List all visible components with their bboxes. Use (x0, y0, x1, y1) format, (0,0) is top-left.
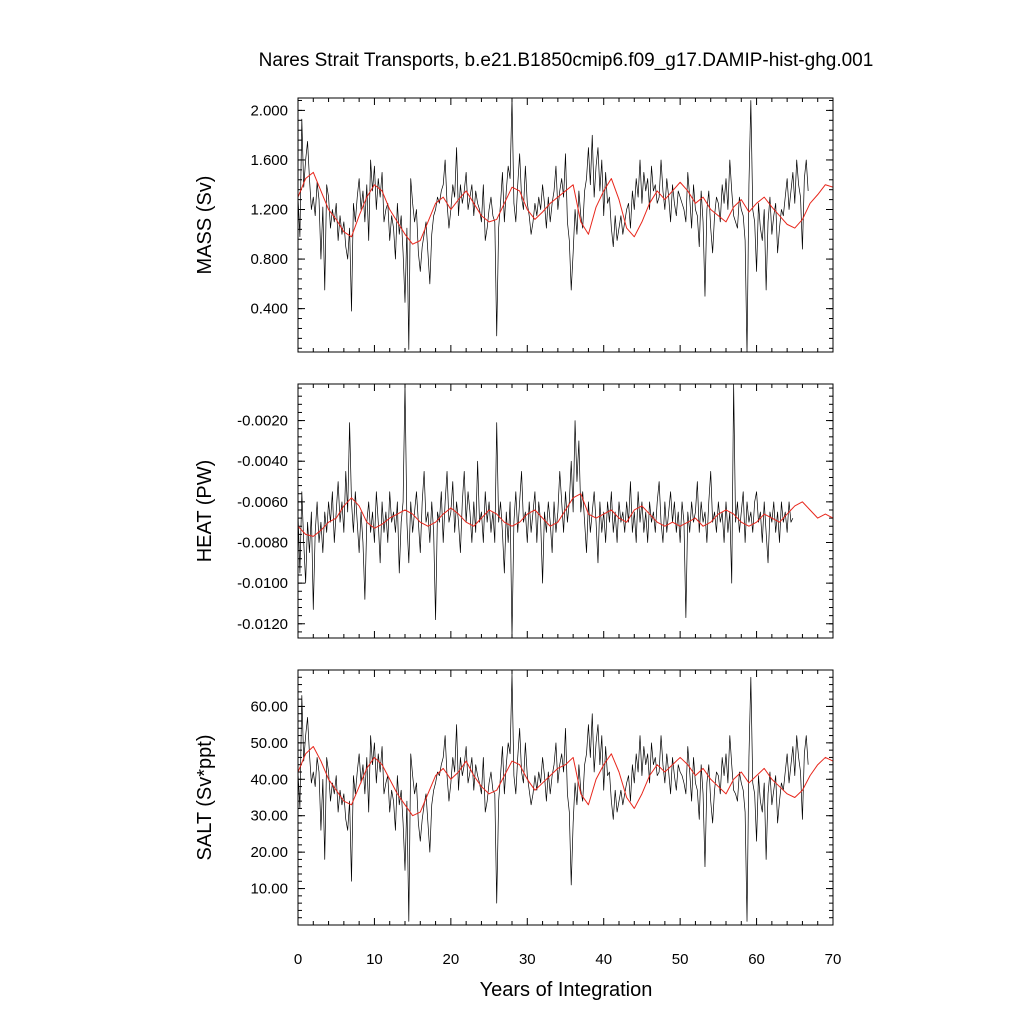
panel-heat: -0.0120 -0.0100 -0.0080 -0.0060 -0.0040 -0.00… (194, 383, 834, 639)
y-tick-label: 0.400 (250, 301, 288, 318)
y-tick-label: 10.00 (250, 881, 288, 898)
y-tick-label: -0.0100 (237, 575, 288, 592)
y-tick-label: 20.00 (250, 844, 288, 861)
x-tick-label: 0 (294, 951, 302, 968)
y-tick-label: 40.00 (250, 771, 288, 788)
series-line-running-mean (298, 746, 833, 817)
y-tick-label: -0.0060 (237, 494, 288, 511)
y-tick-label: 50.00 (250, 735, 288, 752)
y-tick-label: 2.000 (250, 102, 288, 119)
y-tick-label: -0.0020 (237, 413, 288, 430)
series-line-monthly (298, 98, 809, 352)
plot-frame (297, 97, 834, 353)
panel-mass: 0.400 0.800 1.200 1.600 2.000 MASS (Sv) (194, 97, 834, 353)
series-line-monthly (298, 384, 794, 638)
y-tick-label: 0.800 (250, 251, 288, 268)
panels-layer: 0.400 0.800 1.200 1.600 2.000 MASS (Sv) -0.012… (194, 97, 842, 968)
x-tick-label: 60 (748, 951, 765, 968)
x-tick-label: 50 (672, 951, 689, 968)
y-axis-title: MASS (Sv) (194, 176, 216, 275)
y-tick-label: -0.0080 (237, 534, 288, 551)
chart-title: Nares Strait Transports, b.e21.B1850cmip… (259, 50, 874, 71)
y-tick-label: -0.0040 (237, 453, 288, 470)
plot-frame (297, 383, 834, 639)
y-tick-label: 1.200 (250, 202, 288, 219)
plot-frame (297, 669, 834, 926)
series-line-running-mean (298, 171, 833, 245)
y-tick-label: 60.00 (250, 698, 288, 715)
x-tick-label: 70 (825, 951, 842, 968)
series-line-running-mean (298, 493, 833, 537)
panel-salt: 10.00 20.00 30.00 40.00 50.00 60.00 SALT (Sv*p… (194, 669, 842, 968)
y-tick-label: 30.00 (250, 808, 288, 825)
y-tick-label: -0.0120 (237, 616, 288, 633)
series-line-monthly (298, 673, 809, 922)
x-tick-label: 30 (519, 951, 536, 968)
x-axis-title: Years of Integration (480, 979, 653, 1001)
x-tick-label: 20 (443, 951, 460, 968)
y-axis-title: HEAT (PW) (194, 460, 216, 563)
y-tick-label: 1.600 (250, 152, 288, 169)
x-tick-label: 10 (366, 951, 383, 968)
y-axis-title: SALT (Sv*ppt) (194, 735, 216, 861)
x-tick-label: 40 (595, 951, 612, 968)
